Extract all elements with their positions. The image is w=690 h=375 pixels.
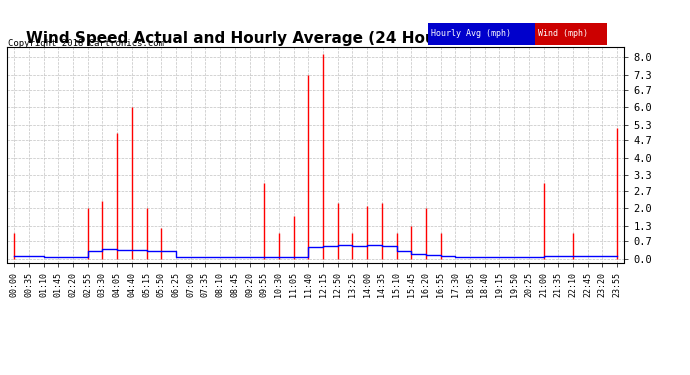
Text: Hourly Avg (mph): Hourly Avg (mph) [431,29,511,38]
Text: Wind (mph): Wind (mph) [538,29,587,38]
Text: Copyright 2018 Cartronics.com: Copyright 2018 Cartronics.com [8,39,164,48]
Title: Wind Speed Actual and Hourly Average (24 Hours) (New) 20181014: Wind Speed Actual and Hourly Average (24… [26,31,605,46]
